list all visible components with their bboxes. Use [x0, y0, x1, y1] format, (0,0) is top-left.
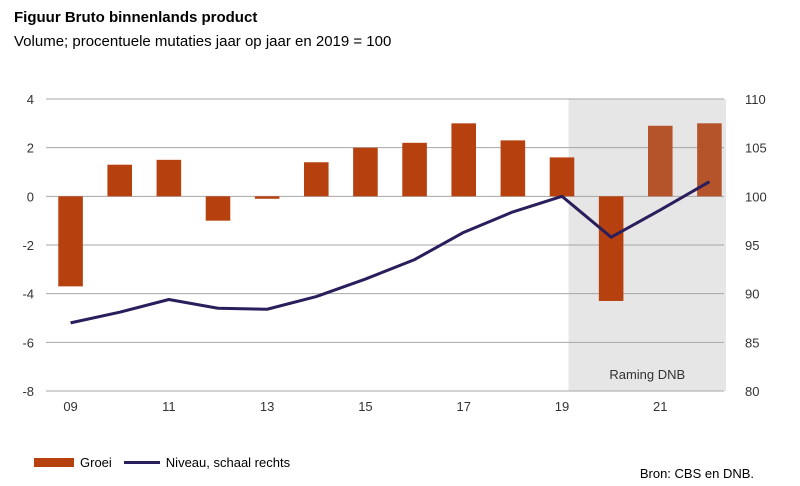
chart-subtitle: Volume; procentuele mutaties jaar op jaa… [14, 33, 392, 50]
y-right-tick-label: 95 [745, 238, 759, 253]
y-left-tick-label: -2 [22, 238, 34, 253]
bar-groei [156, 159, 182, 197]
bar-groei [402, 142, 427, 197]
y-right-tick-label: 90 [745, 287, 759, 302]
x-tick-label: 09 [63, 399, 77, 414]
bar-groei [500, 140, 526, 197]
forecast-label: Raming DNB [609, 367, 685, 382]
x-tick-label: 11 [162, 399, 176, 414]
y-left-tick-label: -4 [22, 287, 34, 302]
legend-label-groei: Groei [80, 455, 112, 470]
y-right-tick-label: 110 [745, 92, 766, 107]
y-left-tick-label: 4 [27, 92, 34, 107]
legend: Groei Niveau, schaal rechts [34, 455, 302, 470]
y-right-tick-label: 85 [745, 335, 759, 350]
legend-item-niveau: Niveau, schaal rechts [123, 455, 291, 470]
bar-groei [353, 147, 378, 197]
y-right-tick-label: 100 [745, 189, 767, 204]
y-right-tick-label: 105 [745, 141, 767, 156]
x-tick-label: 19 [555, 399, 569, 414]
y-left-tick-label: 0 [27, 189, 34, 204]
x-tick-label: 21 [653, 399, 667, 414]
bar-groei [254, 196, 280, 199]
y-right-tick-label: 80 [745, 384, 759, 399]
bar-groei [451, 123, 476, 197]
bar-groei [549, 157, 575, 197]
x-tick-label: 15 [358, 399, 372, 414]
x-tick-label: 13 [260, 399, 274, 414]
bar-groei [648, 125, 673, 197]
y-left-tick-label: 2 [27, 141, 34, 156]
legend-bar-swatch [34, 458, 74, 467]
legend-item-groei: Groei [34, 455, 112, 470]
line-niveau [70, 180, 711, 325]
legend-line-swatch [123, 461, 160, 464]
y-left-tick-label: -6 [22, 335, 34, 350]
source-note: Bron: CBS en DNB. [639, 466, 754, 481]
x-tick-label: 17 [456, 399, 470, 414]
bar-groei [304, 162, 329, 197]
y-left-tick-label: -8 [22, 384, 34, 399]
bar-groei [205, 196, 231, 221]
bar-groei [598, 196, 624, 301]
bar-groei [697, 123, 722, 197]
bar-groei [107, 164, 132, 197]
bar-groei [58, 196, 83, 287]
legend-label-niveau: Niveau, schaal rechts [165, 455, 291, 470]
chart-title: Figuur Bruto binnenlands product [14, 9, 258, 26]
